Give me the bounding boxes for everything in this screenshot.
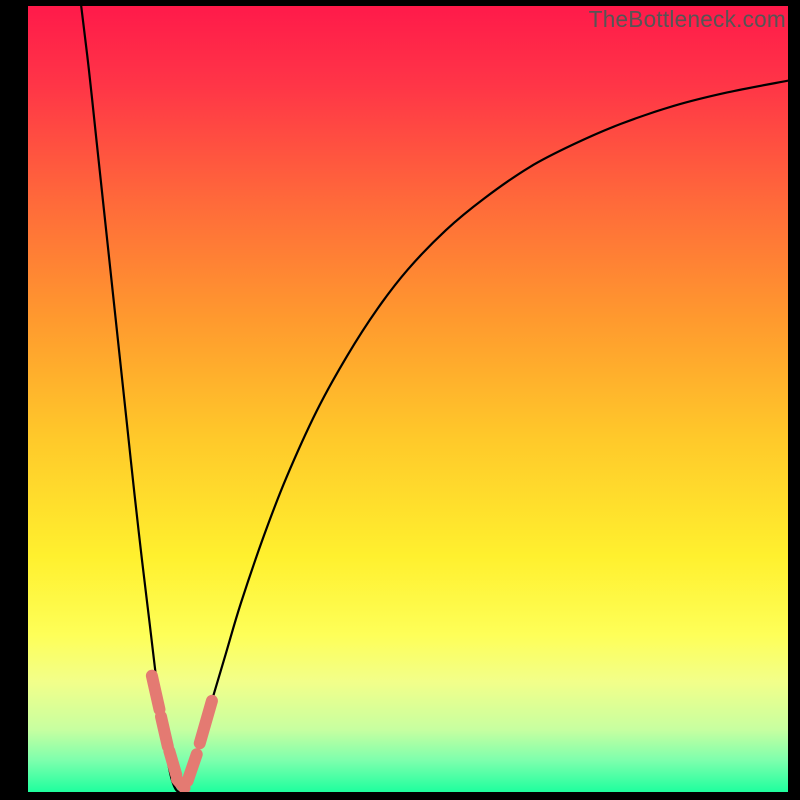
chart-frame: TheBottleneck.com: [0, 0, 800, 800]
curve-and-markers-layer: [28, 6, 788, 792]
plot-area: [28, 6, 788, 792]
curve-marker-0: [152, 676, 160, 710]
watermark-text: TheBottleneck.com: [589, 6, 786, 33]
curve-marker-4: [188, 754, 197, 781]
curve-marker-2: [169, 751, 176, 775]
bottleneck-curve: [81, 6, 788, 792]
curve-marker-5: [200, 701, 212, 743]
curve-marker-1: [161, 717, 168, 747]
